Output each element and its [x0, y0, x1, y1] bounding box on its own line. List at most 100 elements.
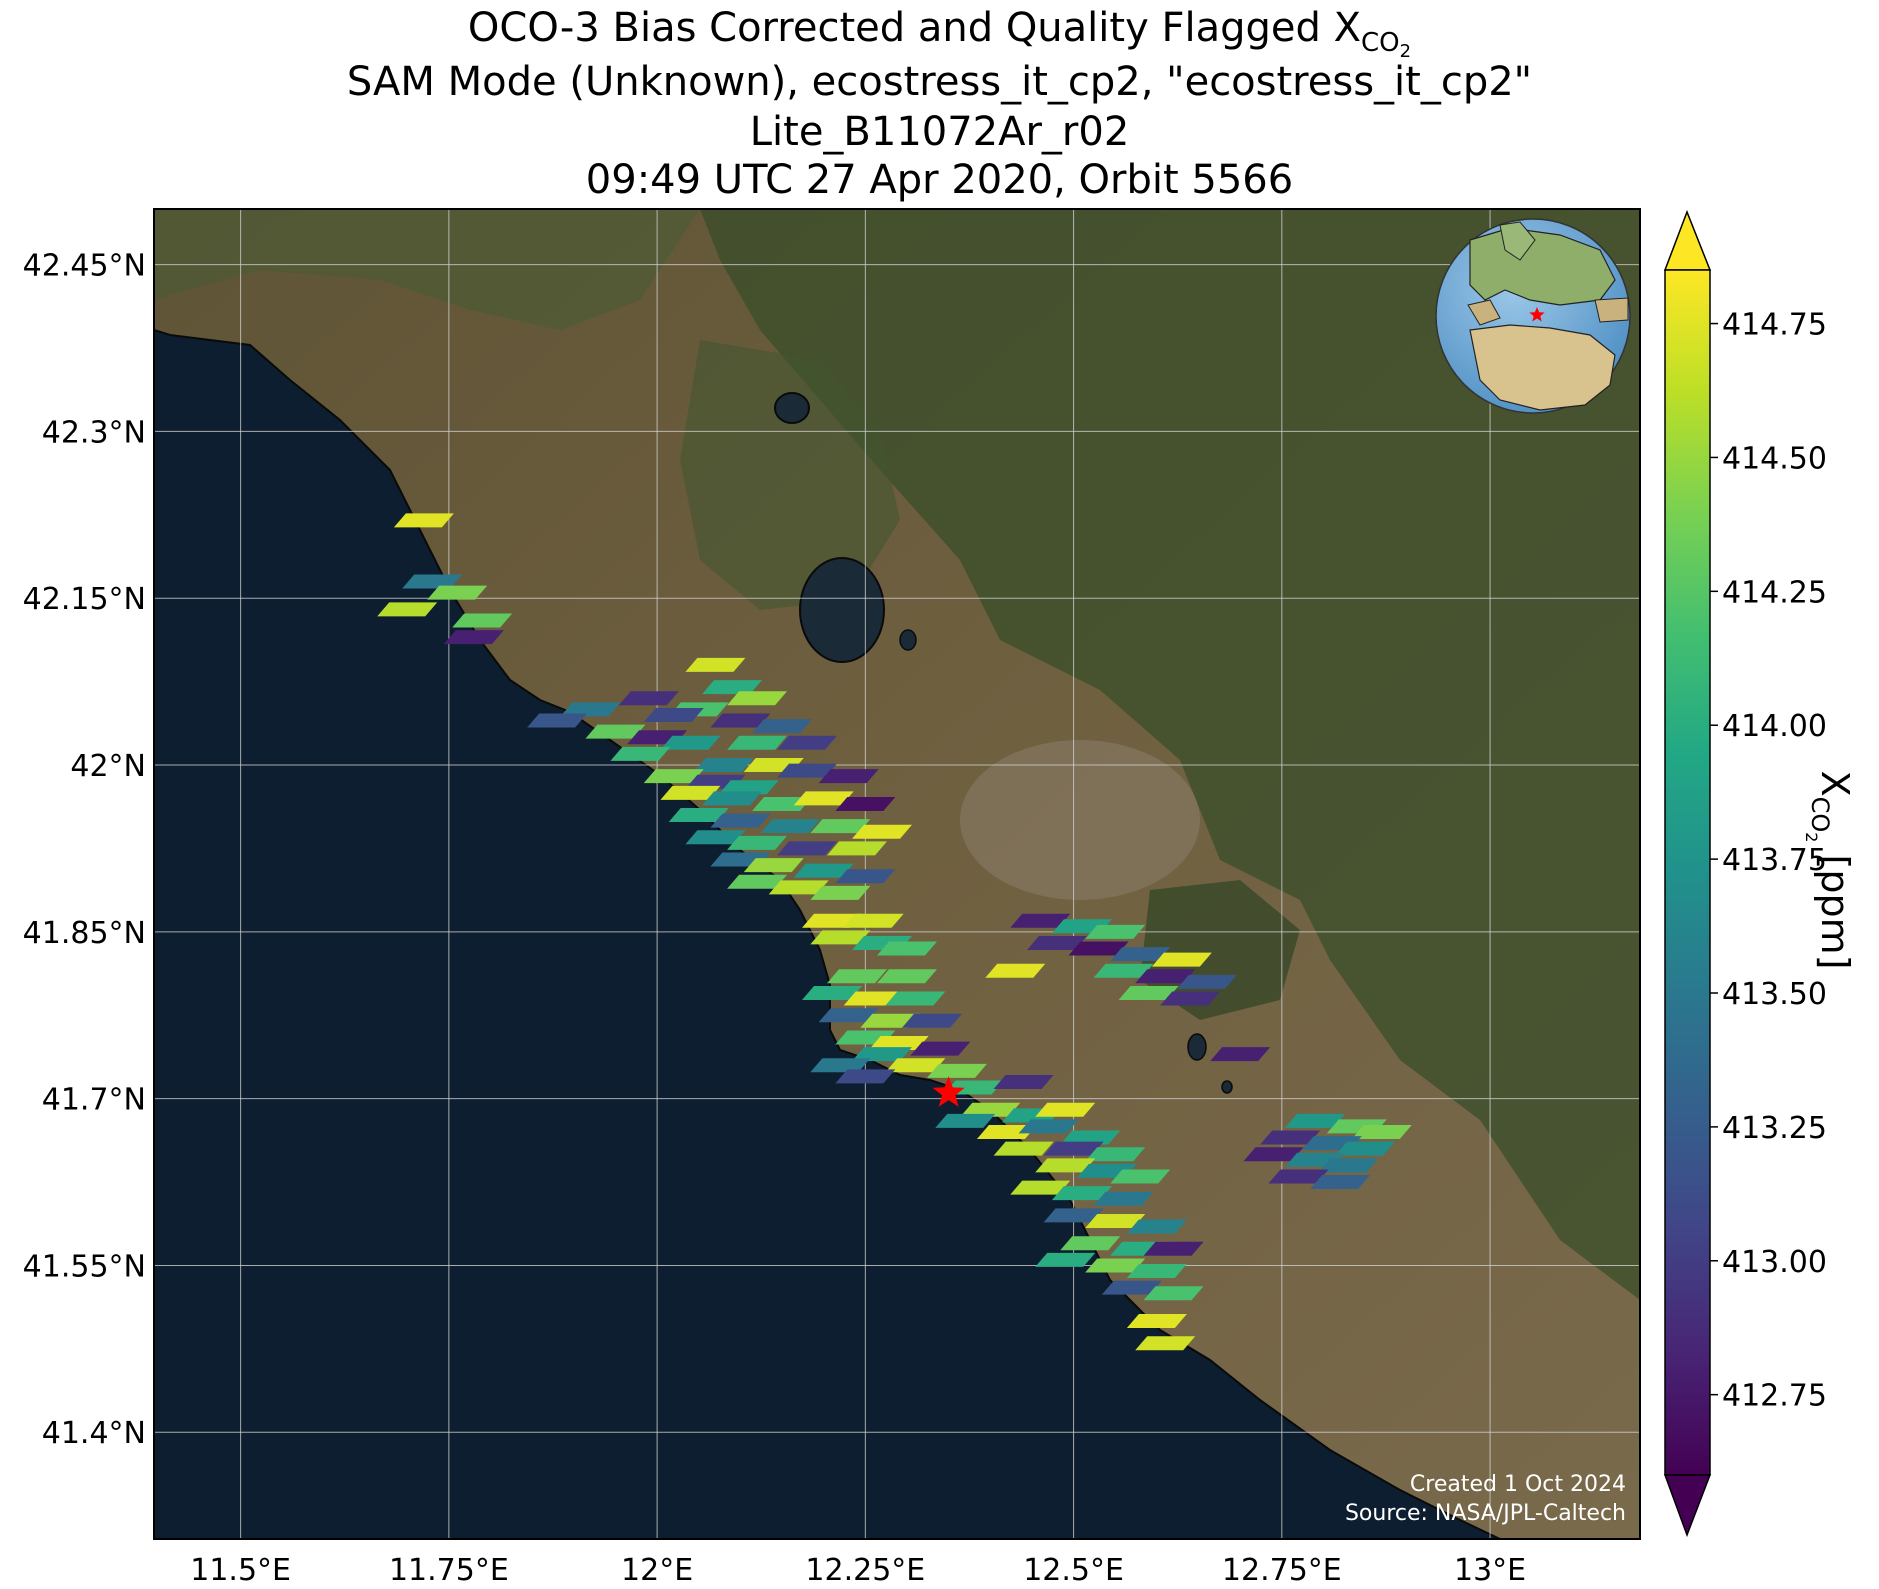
basemap — [154, 209, 1640, 1539]
xco2-footprint — [910, 1041, 971, 1056]
xco2-footprint — [852, 1047, 913, 1062]
xco2-footprint — [1110, 947, 1171, 962]
lat-tick-label: 41.85°N — [23, 916, 146, 951]
chart-title-line-1: OCO-3 Bias Corrected and Quality Flagged… — [467, 5, 1412, 62]
colorbar-gradient — [1664, 269, 1711, 1476]
xco2-footprint — [1176, 974, 1237, 989]
xco2-footprint — [1043, 1208, 1104, 1223]
xco2-footprint — [1026, 935, 1087, 950]
xco2-footprint — [852, 824, 913, 839]
xco2-footprint — [402, 574, 463, 589]
inset-globe — [1435, 218, 1631, 414]
xco2-footprint — [1126, 1219, 1187, 1234]
colorbar-tick-label: 413.50 — [1722, 977, 1827, 1012]
xco2-footprint — [752, 719, 813, 734]
xco2-footprint — [835, 796, 896, 811]
xco2-footprint — [727, 691, 788, 706]
xco2-footprint — [718, 780, 779, 795]
xco2-footprint — [1151, 952, 1212, 967]
xco2-footprint — [1068, 941, 1129, 956]
lake-vico — [774, 392, 810, 424]
globe-target-star-icon — [1529, 307, 1545, 322]
sabatini-hills — [680, 340, 900, 610]
xco2-footprint — [1035, 1252, 1096, 1267]
xco2-footprint — [976, 1124, 1037, 1139]
lon-tick-label: 12.25°E — [805, 1553, 925, 1588]
xco2-footprint — [876, 941, 937, 956]
xco2-footprint — [810, 1058, 871, 1073]
axis-tick-labels: 11.5°E 11.75°E 12°E 12.25°E 12.5°E 12.75°E 13°… — [23, 249, 1526, 1588]
xco2-footprint — [793, 863, 854, 878]
xco2-footprint — [1243, 1147, 1304, 1162]
xco2-footprint — [1018, 1119, 1079, 1134]
xco2-footprint — [885, 1058, 946, 1073]
xco2-footprint — [443, 630, 504, 645]
target-star-icon — [932, 1076, 965, 1107]
xco2-footprint — [1260, 1130, 1321, 1145]
xco2-footprint — [1085, 1213, 1146, 1228]
globe-anatolia — [1594, 297, 1629, 323]
xco2-footprint — [777, 763, 838, 778]
colorbar-tick-label: 414.00 — [1722, 709, 1827, 744]
xco2-footprint — [1310, 1175, 1371, 1190]
xco2-footprint — [1335, 1141, 1396, 1156]
lake-nemi — [1221, 1080, 1233, 1094]
xco2-footprint — [768, 880, 829, 895]
xco2-footprint — [1285, 1113, 1346, 1128]
xco2-footprint — [835, 869, 896, 884]
chart-title-line-2: SAM Mode (Unknown), ecostress_it_cp2, "e… — [346, 59, 1533, 105]
lon-tick-label: 12.5°E — [1023, 1553, 1124, 1588]
xco2-footprint — [685, 830, 746, 845]
globe-scandinavia — [1499, 221, 1536, 261]
lon-tick-label: 11.5°E — [190, 1553, 291, 1588]
xco2-footprint — [777, 841, 838, 856]
xco2-footprint — [727, 835, 788, 850]
xco2-footprint — [843, 913, 904, 928]
map-frame — [153, 208, 1641, 1540]
xco2-footprint — [1101, 1280, 1162, 1295]
lat-tick-label: 42.15°N — [23, 582, 146, 617]
xco2-footprint — [993, 1141, 1054, 1156]
xco2-footprint — [935, 1113, 996, 1128]
xco2-footprint — [427, 585, 488, 600]
xco2-footprint — [710, 713, 771, 728]
xco2-footprint — [810, 819, 871, 834]
xco2-footprint — [1035, 1102, 1096, 1117]
xco2-footprint — [660, 785, 721, 800]
colorbar-tick-label: 414.75 — [1722, 308, 1827, 343]
xco2-footprint — [702, 791, 763, 806]
xco2-footprint — [1010, 913, 1071, 928]
xco2-footprint — [1135, 1336, 1196, 1351]
xco2-footprint — [810, 930, 871, 945]
colorbar-tick-label: 414.25 — [1722, 575, 1827, 610]
xco2-footprint — [1093, 1191, 1154, 1206]
lon-tick-label: 13°E — [1454, 1553, 1526, 1588]
globe-iberia — [1467, 299, 1501, 326]
lat-tick-label: 42.3°N — [42, 415, 146, 450]
xco2-footprint — [660, 735, 721, 750]
xco2-footprint — [827, 969, 888, 984]
colorbar-tick-label: 413.25 — [1722, 1111, 1827, 1146]
xco2-footprint — [885, 991, 946, 1006]
colorbar-label: XCO2 [ppm] — [1802, 771, 1857, 970]
northern-hills — [154, 209, 700, 330]
xco2-footprint — [1143, 1286, 1204, 1301]
xco2-footprint — [1085, 924, 1146, 939]
colorbar: 414.75 414.50 414.25 414.00 413.75 413.50 413.… — [1663, 209, 1857, 1538]
apennine-forest — [700, 209, 1640, 1300]
colorbar-extend-min — [1663, 1474, 1712, 1538]
created-credit: Created 1 Oct 2024 — [1410, 1472, 1626, 1497]
lon-tick-label: 12.75°E — [1222, 1553, 1342, 1588]
xco2-footprint — [743, 858, 804, 873]
xco2-footprint — [693, 758, 754, 773]
xco2-footprint — [810, 885, 871, 900]
xco2-footprint — [1085, 1147, 1146, 1162]
xco2-footprint — [827, 841, 888, 856]
lon-tick-label: 11.75°E — [389, 1553, 509, 1588]
xco2-footprint — [835, 1069, 896, 1084]
xco2-footprint — [727, 735, 788, 750]
colorbar-tick-label: 413.75 — [1722, 843, 1827, 878]
xco2-footprint — [1351, 1124, 1412, 1139]
xco2-footprint — [1126, 1314, 1187, 1329]
